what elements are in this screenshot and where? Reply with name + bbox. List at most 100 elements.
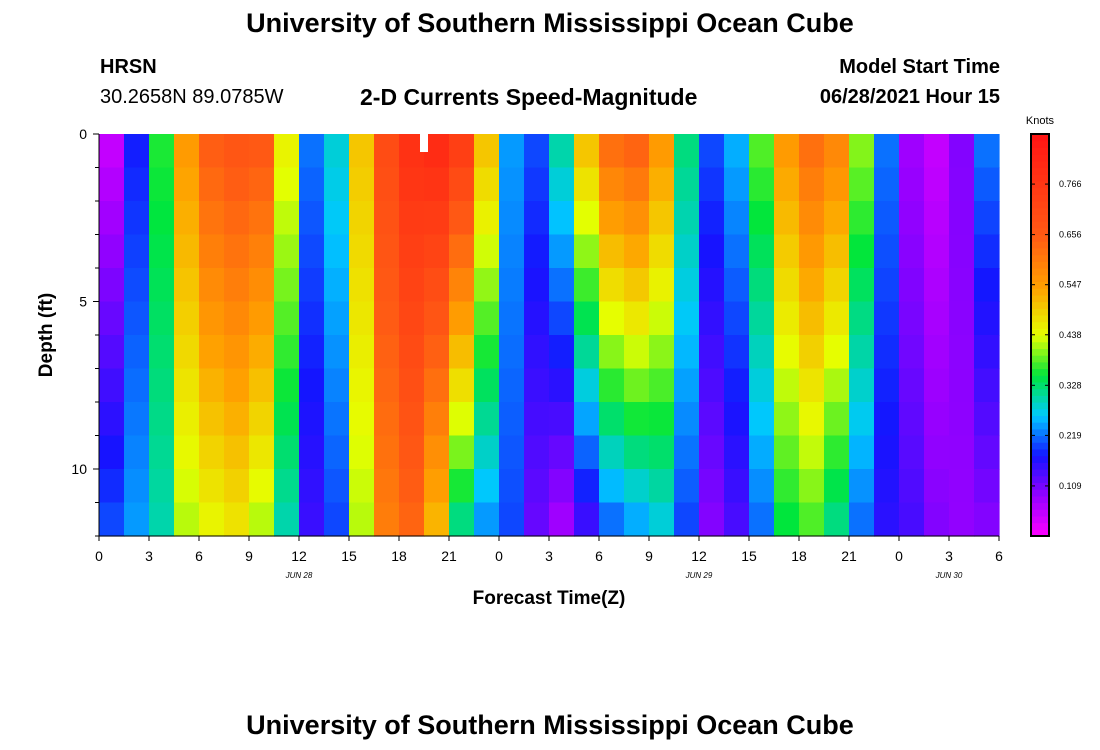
- colorbar-segment: [1031, 361, 1049, 370]
- heatmap-cell: [524, 201, 550, 236]
- heatmap-cell: [774, 167, 800, 202]
- heatmap-cell: [574, 234, 600, 269]
- colorbar-segment: [1031, 301, 1049, 309]
- colorbar-segment: [1031, 422, 1049, 430]
- heatmap-cell: [774, 368, 800, 403]
- heatmap-cell: [724, 234, 750, 269]
- colorbar-segment: [1031, 134, 1049, 142]
- heatmap-cell: [499, 502, 525, 537]
- heatmap-cell: [274, 502, 300, 537]
- heatmap-cell: [724, 502, 750, 537]
- heatmap-cell: [699, 502, 725, 537]
- heatmap-cell: [99, 368, 125, 403]
- x-tick-label: 18: [391, 548, 407, 564]
- heatmap-cell: [949, 335, 975, 370]
- heatmap-cell: [474, 502, 500, 537]
- heatmap-cell: [249, 268, 275, 303]
- colorbar-segment: [1031, 435, 1049, 443]
- heatmap-cell: [949, 368, 975, 403]
- heatmap-cell: [349, 201, 375, 236]
- heatmap-cell: [424, 368, 450, 403]
- heatmap-cell: [974, 167, 1000, 202]
- heatmap-cell: [749, 469, 775, 504]
- heatmap-cell: [924, 268, 950, 303]
- colorbar-segment: [1031, 509, 1049, 517]
- heatmap-cell: [899, 335, 925, 370]
- colorbar-segment: [1031, 348, 1049, 356]
- heatmap-cell: [124, 469, 150, 504]
- heatmap-cell: [649, 402, 675, 437]
- heatmap-cell: [249, 368, 275, 403]
- heatmap-cell: [574, 402, 600, 437]
- colorbar-segment: [1031, 515, 1049, 524]
- heatmap-cell: [824, 469, 850, 504]
- heatmap-cell: [99, 268, 125, 303]
- heatmap-cell: [524, 469, 550, 504]
- heatmap-cell: [524, 402, 550, 437]
- heatmap-cell: [424, 335, 450, 370]
- colorbar-tick-label: 0.109: [1059, 481, 1082, 491]
- heatmap-cell: [699, 268, 725, 303]
- x-tick-label: 12: [291, 548, 307, 564]
- heatmap-cell: [349, 134, 375, 169]
- heatmap-cell: [324, 201, 350, 236]
- colorbar-segment: [1031, 187, 1049, 195]
- heatmap-cell: [374, 134, 400, 169]
- heatmap-cell: [899, 502, 925, 537]
- colorbar-segment: [1031, 482, 1049, 490]
- colorbar-segment: [1031, 314, 1049, 323]
- x-tick-label: 6: [995, 548, 1003, 564]
- colorbar-segment: [1031, 321, 1049, 329]
- colorbar-segment: [1031, 160, 1049, 169]
- heatmap-cell: [749, 268, 775, 303]
- heatmap-cell: [699, 167, 725, 202]
- heatmap-cell: [299, 201, 325, 236]
- heatmap-cell: [849, 402, 875, 437]
- heatmap-cell: [349, 301, 375, 336]
- colorbar-tick-label: 0.438: [1059, 330, 1082, 340]
- heatmap-cell: [574, 469, 600, 504]
- heatmap-cell: [899, 301, 925, 336]
- colorbar-segment: [1031, 388, 1049, 396]
- heatmap-cell: [649, 469, 675, 504]
- colorbar-tick-label: 0.219: [1059, 430, 1082, 440]
- date-label: JUN 28: [285, 571, 313, 580]
- heatmap-cell: [474, 167, 500, 202]
- heatmap-cell: [174, 368, 200, 403]
- heatmap-cell: [699, 335, 725, 370]
- colorbar-tick-label: 0.656: [1059, 230, 1082, 240]
- heatmap-cell: [99, 469, 125, 504]
- heatmap-cell: [749, 368, 775, 403]
- colorbar-segment: [1031, 522, 1049, 530]
- heatmap-cell: [449, 268, 475, 303]
- heatmap-cell: [699, 301, 725, 336]
- heatmap-cell: [824, 268, 850, 303]
- colorbar-segment: [1031, 294, 1049, 303]
- heatmap-cell: [874, 134, 900, 169]
- heatmap-cell: [774, 268, 800, 303]
- heatmap-cell: [524, 301, 550, 336]
- heatmap-cell: [324, 335, 350, 370]
- heatmap-cell: [399, 335, 425, 370]
- heatmap-cell: [174, 502, 200, 537]
- heatmap-cell: [624, 234, 650, 269]
- heatmap-cell: [199, 335, 225, 370]
- heatmap-cell: [874, 469, 900, 504]
- heatmap-cell: [799, 435, 825, 470]
- heatmap-cell: [974, 502, 1000, 537]
- heatmap-cell: [799, 402, 825, 437]
- heatmap-cell: [524, 435, 550, 470]
- colorbar-segment: [1031, 207, 1049, 215]
- heatmap-cell: [99, 435, 125, 470]
- heatmap-cell: [249, 201, 275, 236]
- heatmap-cell: [924, 134, 950, 169]
- heatmap-cell: [974, 335, 1000, 370]
- heatmap-cell: [799, 201, 825, 236]
- heatmap-cell: [424, 469, 450, 504]
- heatmap-cell: [199, 368, 225, 403]
- heatmap-cell: [524, 502, 550, 537]
- heatmap-cell: [299, 335, 325, 370]
- heatmap-cell: [774, 435, 800, 470]
- heatmap-cell: [299, 167, 325, 202]
- colorbar-segment: [1031, 462, 1049, 470]
